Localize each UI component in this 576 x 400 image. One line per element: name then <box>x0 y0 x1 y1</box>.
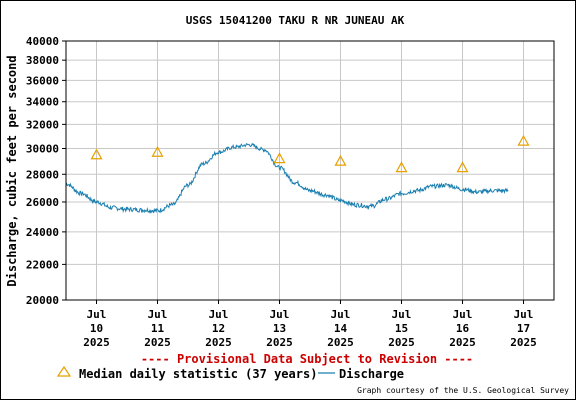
x-tick-label: 2025 <box>510 336 537 349</box>
x-tick-label: 2025 <box>205 336 232 349</box>
grid <box>66 40 554 301</box>
y-tick-label: 38000 <box>26 54 59 67</box>
x-tick-label: Jul <box>453 308 473 321</box>
x-tick-label: 2025 <box>266 336 293 349</box>
x-tick-label: 2025 <box>388 336 415 349</box>
x-tick-label: 17 <box>517 322 530 335</box>
y-tick-label: 28000 <box>26 168 59 181</box>
legend-median-label: Median daily statistic (37 years) <box>79 367 317 381</box>
y-axis-ticks: 20000 22000 24000 26000 28000 30000 32000 34000… <box>26 35 66 307</box>
x-tick-label: 12 <box>212 322 225 335</box>
y-tick-label: 30000 <box>26 142 59 155</box>
x-tick-label: Jul <box>270 308 290 321</box>
credit-text: Graph courtesy of the U.S. Geological Su… <box>357 386 569 395</box>
median-triangle-marker <box>90 148 103 160</box>
y-tick-label: 36000 <box>26 74 59 87</box>
median-triangle-marker <box>517 134 530 146</box>
plot-border <box>65 40 555 301</box>
chart-title: USGS 15041200 TAKU R NR JUNEAU AK <box>186 14 405 27</box>
median-triangle-marker <box>334 154 347 166</box>
x-tick-label: 2025 <box>449 336 476 349</box>
x-tick-label: Jul <box>87 308 107 321</box>
discharge-line <box>65 142 509 214</box>
series-layer <box>65 134 530 214</box>
x-tick-label: Jul <box>209 308 229 321</box>
median-triangle-marker <box>456 161 469 173</box>
y-tick-label: 22000 <box>26 258 59 271</box>
x-tick-label: 10 <box>90 322 103 335</box>
x-tick-label: Jul <box>148 308 168 321</box>
x-tick-label: 2025 <box>83 336 110 349</box>
y-tick-label: 34000 <box>26 96 59 109</box>
x-tick-label: 2025 <box>144 336 171 349</box>
y-tick-label: 20000 <box>26 294 59 307</box>
x-tick-label: Jul <box>514 308 534 321</box>
x-tick-label: 16 <box>456 322 470 335</box>
x-tick-label: 15 <box>395 322 408 335</box>
provisional-warning: ---- Provisional Data Subject to Revisio… <box>141 352 473 366</box>
y-tick-label: 26000 <box>26 196 59 209</box>
x-tick-label: 11 <box>151 322 165 335</box>
x-axis-ticks: Jul102025Jul112025Jul122025Jul132025Jul1… <box>83 300 537 349</box>
x-tick-label: 14 <box>334 322 348 335</box>
median-triangle-marker <box>395 161 408 173</box>
median-triangle-marker <box>273 152 286 164</box>
y-axis-label: Discharge, cubic feet per second <box>5 55 19 286</box>
legend-discharge-label: Discharge <box>339 367 404 381</box>
median-triangle-marker <box>151 146 164 157</box>
y-tick-label: 32000 <box>26 118 59 131</box>
y-tick-label: 40000 <box>26 35 59 48</box>
y-tick-label: 24000 <box>26 226 59 239</box>
x-tick-label: Jul <box>331 308 351 321</box>
x-tick-label: 2025 <box>327 336 354 349</box>
legend-triangle-icon <box>56 365 72 377</box>
x-tick-label: Jul <box>392 308 412 321</box>
x-tick-label: 13 <box>273 322 286 335</box>
